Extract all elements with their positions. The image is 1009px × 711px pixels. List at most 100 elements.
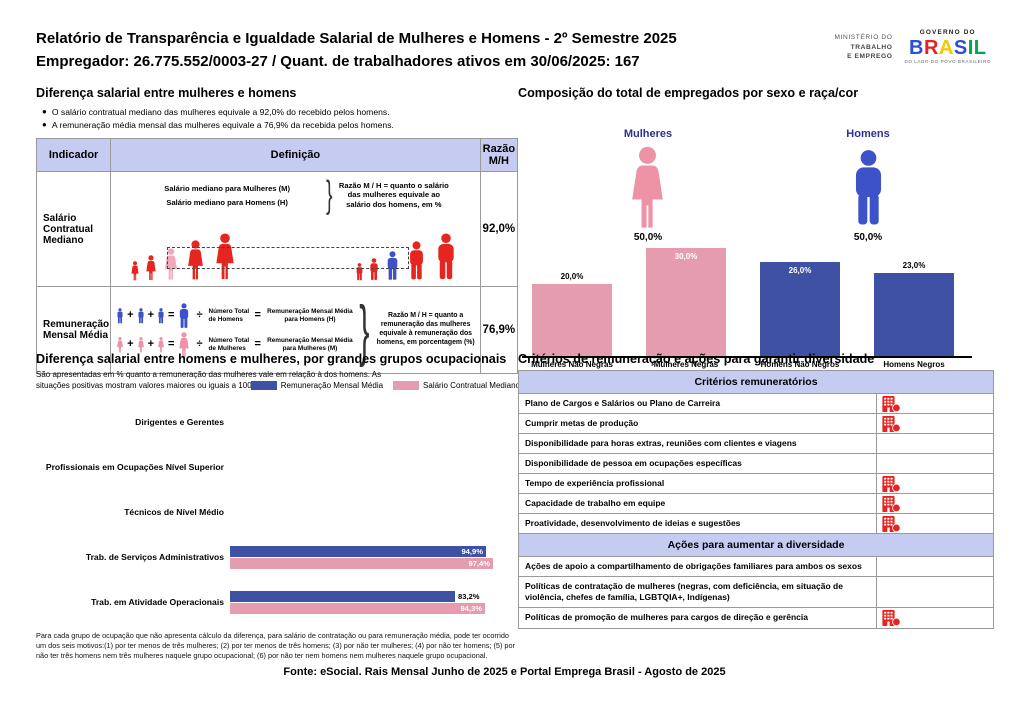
- woman-icon: [136, 337, 146, 353]
- woman-pictogram-icon: [622, 146, 673, 231]
- indicator-table: Indicador Definição Razão M/H Salário Co…: [35, 138, 519, 374]
- col-header-razao: Razão M/H: [479, 138, 519, 172]
- bullet-list: ● O salário contratual mediano das mulher…: [42, 107, 518, 130]
- header-logos: MINISTÉRIO DO TRABALHO E EMPREGO GOVERNO…: [834, 29, 991, 65]
- criteria-flag-cell: [877, 514, 993, 533]
- chart-subtitle: São apresentadas em % quanto a remuneraç…: [36, 370, 382, 390]
- ministry-logo: MINISTÉRIO DO TRABALHO E EMPREGO: [834, 33, 893, 61]
- criteria-label: Políticas de contratação de mulheres (ne…: [519, 577, 877, 608]
- col-header-indicador: Indicador: [35, 138, 112, 172]
- occupation-group: Técnicos de Nível Médio: [36, 490, 520, 535]
- category-label: Homens Negros: [883, 360, 945, 369]
- occupation-bar-groups: Dirigentes e Gerentes Profissionais em Oc…: [36, 400, 520, 625]
- ratio-definition-note: Razão M / H = quanto o salário das mulhe…: [338, 180, 449, 209]
- criteria-row: Proatividade, desenvolvimento de ideias …: [519, 514, 993, 535]
- bar-value-label: 94,9%: [461, 547, 483, 557]
- building-icon: [882, 516, 901, 532]
- bullet-text: A remuneração média mensal das mulheres …: [51, 120, 394, 130]
- legend-swatch: [393, 381, 420, 390]
- building-icon: [882, 496, 901, 512]
- criteria-flag-cell: [877, 494, 993, 513]
- man-icon: [136, 308, 146, 324]
- median-women-label: Salário mediano para Mulheres (M): [164, 183, 291, 193]
- men-average-formula: + + = ÷ Número Total de Homens = Remuner…: [115, 303, 357, 329]
- criteria-label: Disponibilidade de pessoa em ocupações e…: [519, 454, 877, 474]
- brasil-letter: S: [953, 37, 968, 60]
- section-title: Critérios de remuneração e ações para ga…: [518, 352, 875, 366]
- criteria-row: Tempo de experiência profissional: [519, 474, 993, 495]
- criteria-section-header: Ações para aumentar a diversidade: [519, 534, 993, 558]
- man-icon: [115, 308, 125, 324]
- women-divisor-label: Número Total de Mulheres: [208, 336, 250, 352]
- criteria-row: Políticas de promoção de mulheres para c…: [519, 608, 993, 628]
- homens-label: Homens: [846, 128, 890, 140]
- chart-legend: Remuneração Mensal Média Salário Contratu…: [250, 381, 520, 390]
- brace-glyph: }: [359, 292, 370, 368]
- section-salary-difference: Diferença salarial entre mulheres e home…: [35, 86, 519, 374]
- criteria-table: Critérios remuneratórios Plano de Cargos …: [518, 370, 994, 629]
- criteria-label: Disponibilidade para horas extras, reuni…: [519, 434, 877, 454]
- bar-mulheres-negras: 30,0%: [646, 248, 726, 356]
- brasil-letter: I: [967, 37, 974, 60]
- median-comparison-dashed-box: [167, 247, 410, 269]
- bar-value-label: 26,0%: [788, 266, 812, 275]
- criteria-row: Políticas de contratação de mulheres (ne…: [519, 577, 993, 609]
- brasil-letter: R: [923, 37, 939, 60]
- indicator-name: Remuneração Mensal Média: [35, 286, 112, 374]
- occupation-group: Trab. em Atividade Operacionais 83,2% 94,3…: [36, 580, 520, 625]
- occupation-category-label: Trab. em Atividade Operacionais: [91, 596, 224, 607]
- occupation-group: Trab. de Serviços Administrativos 94,9% 97…: [36, 535, 520, 580]
- criteria-row: Ações de apoio a compartilhamento de obr…: [519, 557, 993, 578]
- indicator-name: Salário Contratual Mediano: [35, 171, 112, 287]
- legend-label: Remuneração Mensal Média: [280, 381, 384, 390]
- occupation-bars: 83,2% 94,3%: [230, 590, 510, 615]
- criteria-flag-cell: [877, 434, 993, 453]
- bullet-icon: ●: [42, 107, 47, 116]
- criteria-row: Disponibilidade para horas extras, reuni…: [519, 434, 993, 455]
- employer-line: Empregador: 26.775.552/0003-27 / Quant. …: [36, 52, 640, 70]
- brasil-letter: B: [908, 37, 924, 60]
- men-result-label: Remuneração Mensal Média para Homens (H): [267, 307, 353, 323]
- bullet-text: O salário contratual mediano das mulhere…: [51, 107, 390, 117]
- criteria-flag-cell: [877, 577, 993, 607]
- occupation-group: Dirigentes e Gerentes: [36, 400, 520, 445]
- man-icon: [156, 308, 166, 324]
- category-label: Homens Não Negros: [760, 360, 840, 369]
- occupation-category-label: Profissionais em Ocupações Nível Superio…: [45, 461, 224, 472]
- bar-value-label: 30,0%: [674, 252, 698, 261]
- criteria-label: Tempo de experiência profissional: [519, 474, 877, 494]
- legend-label: Salário Contratual Mediano: [423, 381, 520, 390]
- section-occupation-chart: Diferença salarial entre homens e mulher…: [36, 352, 520, 661]
- bar-value-label: 20,0%: [560, 272, 584, 281]
- criteria-label: Plano de Cargos e Salários ou Plano de C…: [519, 394, 877, 414]
- building-icon: [882, 610, 901, 626]
- page-title: Relatório de Transparência e Igualdade S…: [36, 28, 806, 73]
- bar-mulheres-n-o-negras: [532, 284, 612, 356]
- ratio-value: 76,9%: [479, 286, 519, 374]
- bar-remunera-o-mensal-m-dia: 94,9%: [230, 545, 486, 557]
- section-criteria: Critérios de remuneração e ações para ga…: [518, 352, 996, 629]
- brasil-letter: A: [938, 37, 954, 60]
- woman-figure-icon: [143, 255, 159, 281]
- bar-value-label: 97,4%: [468, 559, 490, 569]
- man-figure-icon: [431, 233, 461, 281]
- legend-item: Remuneração Mensal Média: [250, 381, 384, 390]
- brasil-wordmark: BRASIL: [904, 38, 991, 58]
- ratio-value: 92,0%: [479, 171, 519, 287]
- woman-icon: [156, 337, 166, 353]
- table-row: Remuneração Mensal Média + + =: [35, 286, 519, 374]
- bar-homens-negros: [874, 273, 954, 356]
- criteria-flag-cell: [877, 608, 993, 627]
- woman-icon: [115, 337, 125, 353]
- criteria-row: Cumprir metas de produção: [519, 414, 993, 435]
- criteria-label: Proatividade, desenvolvimento de ideias …: [519, 514, 877, 534]
- chart-footnote: Para cada grupo de ocupação que não apre…: [36, 630, 515, 660]
- criteria-label: Cumprir metas de produção: [519, 414, 877, 434]
- men-divisor-label: Número Total de Homens: [208, 307, 250, 323]
- criteria-row: Capacidade de trabalho em equipe: [519, 494, 993, 515]
- criteria-row: Plano de Cargos e Salários ou Plano de C…: [519, 394, 993, 415]
- report-title: Relatório de Transparência e Igualdade S…: [36, 30, 677, 47]
- occupation-category-label: Técnicos de Nível Médio: [124, 506, 224, 517]
- criteria-label: Ações de apoio a compartilhamento de obr…: [519, 557, 877, 577]
